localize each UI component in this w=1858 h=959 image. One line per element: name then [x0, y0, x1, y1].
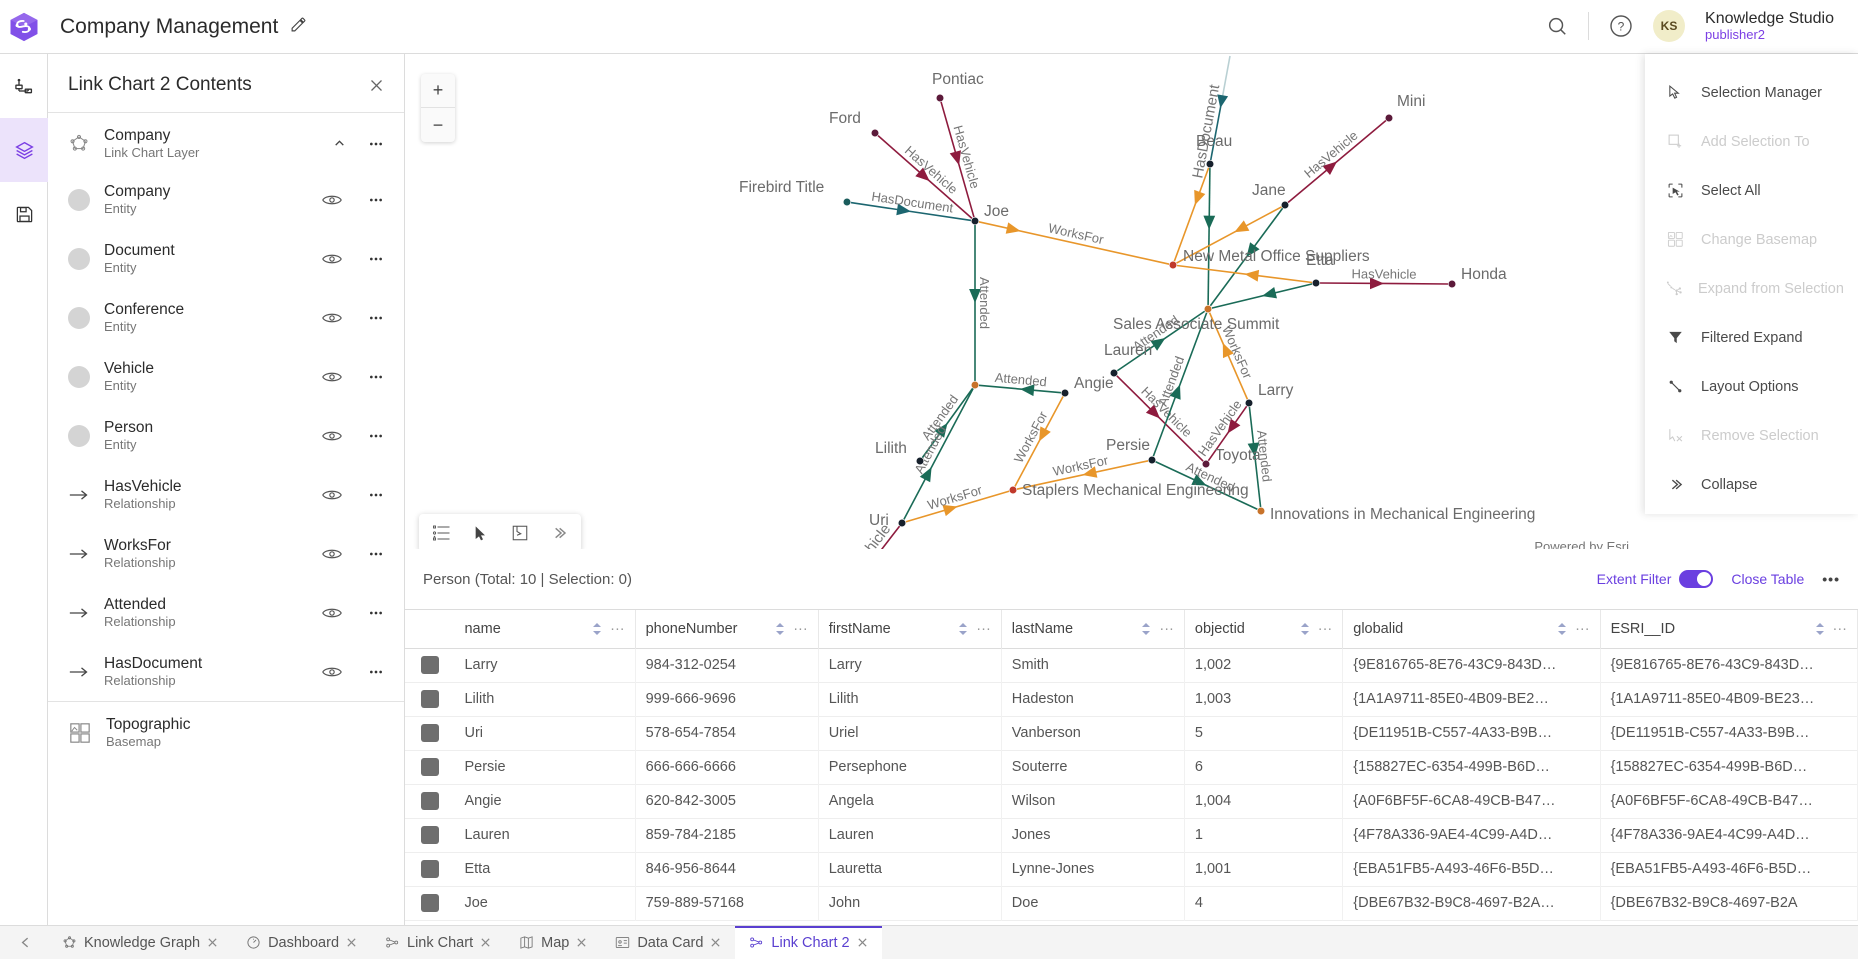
svg-text:Larry: Larry [1258, 382, 1294, 399]
svg-text:Beau: Beau [1196, 133, 1232, 150]
svg-text:?: ? [1618, 20, 1625, 34]
svg-text:HasVehicle: HasVehicle [902, 143, 961, 197]
svg-text:Angie: Angie [1074, 375, 1114, 392]
svg-text:Innovations in Mechanical Engi: Innovations in Mechanical Engineering [1270, 506, 1535, 523]
svg-text:Jane: Jane [1252, 182, 1286, 199]
svg-text:Staplers Mechanical Engineerin: Staplers Mechanical Engineering [1022, 482, 1249, 499]
svg-text:Ford: Ford [829, 110, 861, 127]
svg-text:Sales Associate Summit: Sales Associate Summit [1113, 316, 1280, 333]
svg-text:Mini: Mini [1397, 93, 1425, 110]
svg-text:Persie: Persie [1106, 437, 1150, 454]
svg-text:Honda: Honda [1461, 266, 1507, 283]
svg-text:HasVehicle: HasVehicle [1351, 266, 1416, 281]
svg-text:Pontiac: Pontiac [932, 71, 984, 88]
svg-text:Attended: Attended [1155, 354, 1187, 408]
svg-text:Uri: Uri [869, 512, 889, 529]
svg-text:Lilith: Lilith [875, 440, 907, 457]
svg-text:Lauren: Lauren [1104, 342, 1152, 359]
svg-text:Firebird Title: Firebird Title [739, 179, 824, 196]
svg-text:New Metal Office Suppliers: New Metal Office Suppliers [1183, 248, 1370, 265]
svg-text:Attended: Attended [977, 277, 992, 329]
svg-text:Joe: Joe [984, 203, 1009, 220]
svg-text:Toyota: Toyota [1215, 447, 1261, 464]
svg-text:Attended: Attended [994, 370, 1047, 390]
